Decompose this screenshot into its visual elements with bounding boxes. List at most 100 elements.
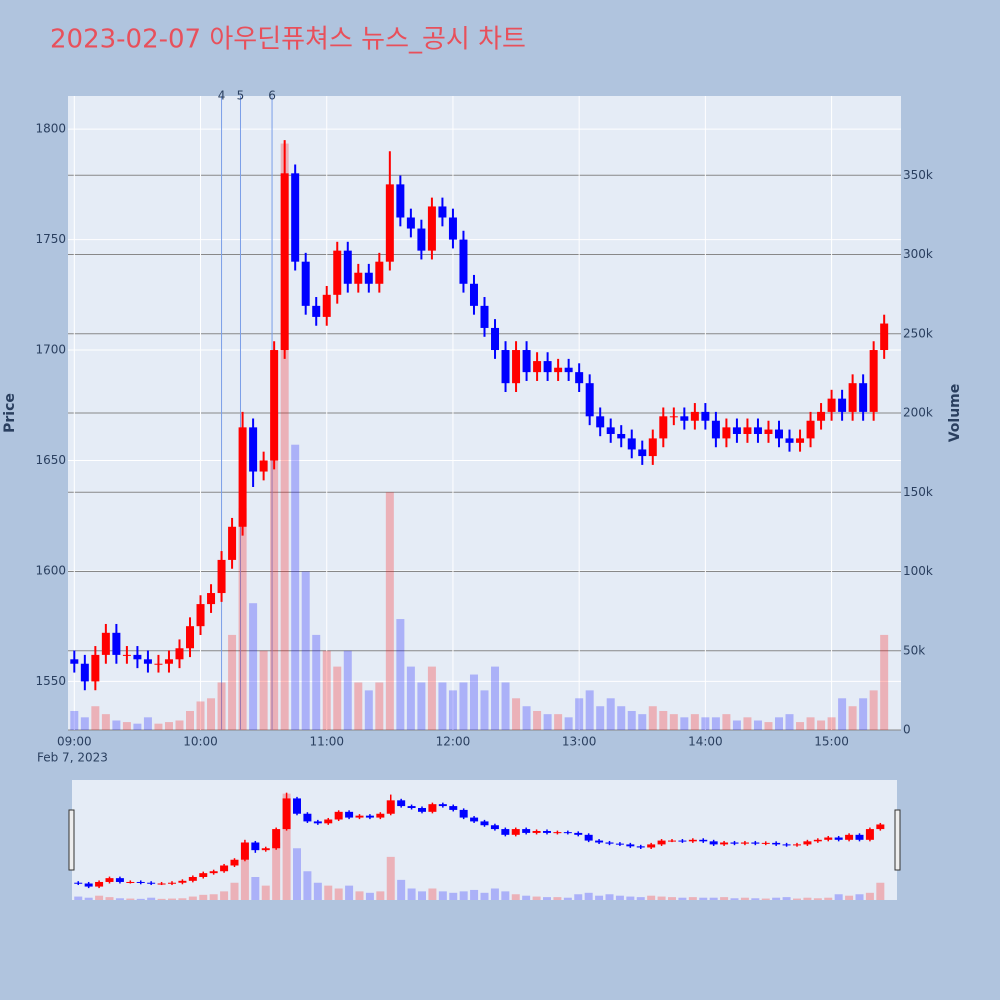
volume-bar [385,492,394,730]
candle-body [91,654,100,682]
candle-body [838,398,847,412]
slider-body [428,804,437,812]
candle-body [133,654,142,660]
slider-volume [751,898,760,900]
candle-body [880,323,889,351]
slider-volume [595,895,604,900]
volume-bar [711,717,720,730]
volume-bar [80,717,89,730]
volume-bar [554,714,563,730]
slider-body [563,832,572,834]
candle-body [522,350,531,373]
slider-volume [761,898,770,900]
volume-bar [638,714,647,730]
slider-body [543,830,551,833]
candle-body [238,427,247,527]
volume-bar [533,710,542,730]
volume-bar [70,710,79,730]
slider-body [282,798,291,830]
slider-body [345,811,354,818]
slider-volume [668,897,676,900]
candle-body [322,294,331,317]
chart-title: 2023-02-07 아우딘퓨쳐스 뉴스_공시 차트 [50,25,526,55]
slider-body [74,882,83,884]
candle-body [122,654,131,656]
x-tick-label: 12:00 [436,735,471,749]
slider-handle[interactable] [68,809,75,871]
candle-body [354,272,363,284]
slider-volume [803,897,812,900]
volume-bar [312,634,321,730]
volume-bar [322,650,331,730]
candle-body [396,184,405,218]
slider-volume [626,896,635,900]
candle-body [722,427,731,439]
candle-body [669,416,678,418]
slider-body [230,859,239,866]
slider-volume [720,897,729,900]
candle-body [606,427,615,434]
slider-volume [115,898,124,900]
range-slider[interactable] [72,780,897,900]
slider-body [240,842,249,860]
volume-bar [785,714,794,730]
slider-body [303,813,312,822]
candle-body [585,383,594,417]
slider-volume [220,891,229,900]
candle-body [743,427,752,434]
volume-bar [122,722,131,730]
volume-bar [91,706,100,730]
slider-body [105,878,114,882]
slider-body [865,829,874,840]
candle-body [859,383,868,412]
slider-handle[interactable] [894,809,901,871]
slider-body [490,825,499,830]
slider-body [480,821,489,826]
volume-bar [301,571,310,730]
slider-body [168,882,176,884]
x-tick-label: 15:00 [814,735,849,749]
y-tick-label: 1650 [35,453,66,467]
candle-body [249,427,258,472]
slider-body [657,840,666,845]
slider-volume [678,897,687,900]
volume-bar [438,682,447,730]
volume-bar [732,720,741,730]
candle-body [333,250,342,295]
volume-bar [512,698,521,730]
candle-body [617,433,626,439]
slider-body [636,846,645,848]
volume-bar [827,717,836,730]
slider-body [511,829,520,835]
volume-bar [491,666,500,730]
slider-body [532,830,541,833]
slider-volume [511,894,520,900]
slider-volume [605,894,614,900]
candle-body [753,427,762,434]
volume-bar [333,666,342,730]
volume-bar [522,706,531,730]
volume-bar [669,714,678,730]
volume-bar [501,682,510,730]
slider-body [470,817,479,822]
y-tick-label: 1800 [35,122,66,136]
volume-bar [207,698,216,730]
slider-body [376,813,385,818]
slider-body [147,882,156,884]
candle-body [827,398,836,412]
candle-body [869,350,878,412]
slider-body [626,844,635,847]
slider-volume [188,896,197,900]
slider-volume [563,897,572,900]
volume-bar [848,706,857,730]
volume-bar [270,413,279,730]
y-tick-label: 1600 [35,563,66,577]
slider-volume [688,897,697,900]
slider-volume [324,885,333,900]
slider-body [386,800,395,814]
volume-bar [817,720,826,730]
volume-bar [880,634,889,730]
slider-body [355,815,364,818]
volume-bar [543,714,552,730]
slider-body [813,839,822,842]
